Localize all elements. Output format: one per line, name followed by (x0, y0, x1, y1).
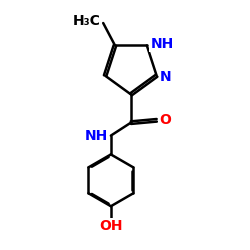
Text: NH: NH (150, 37, 174, 51)
Text: NH: NH (85, 128, 108, 142)
Text: O: O (159, 113, 171, 127)
Text: H₃C: H₃C (73, 14, 101, 28)
Text: N: N (160, 70, 172, 84)
Text: OH: OH (99, 219, 122, 233)
